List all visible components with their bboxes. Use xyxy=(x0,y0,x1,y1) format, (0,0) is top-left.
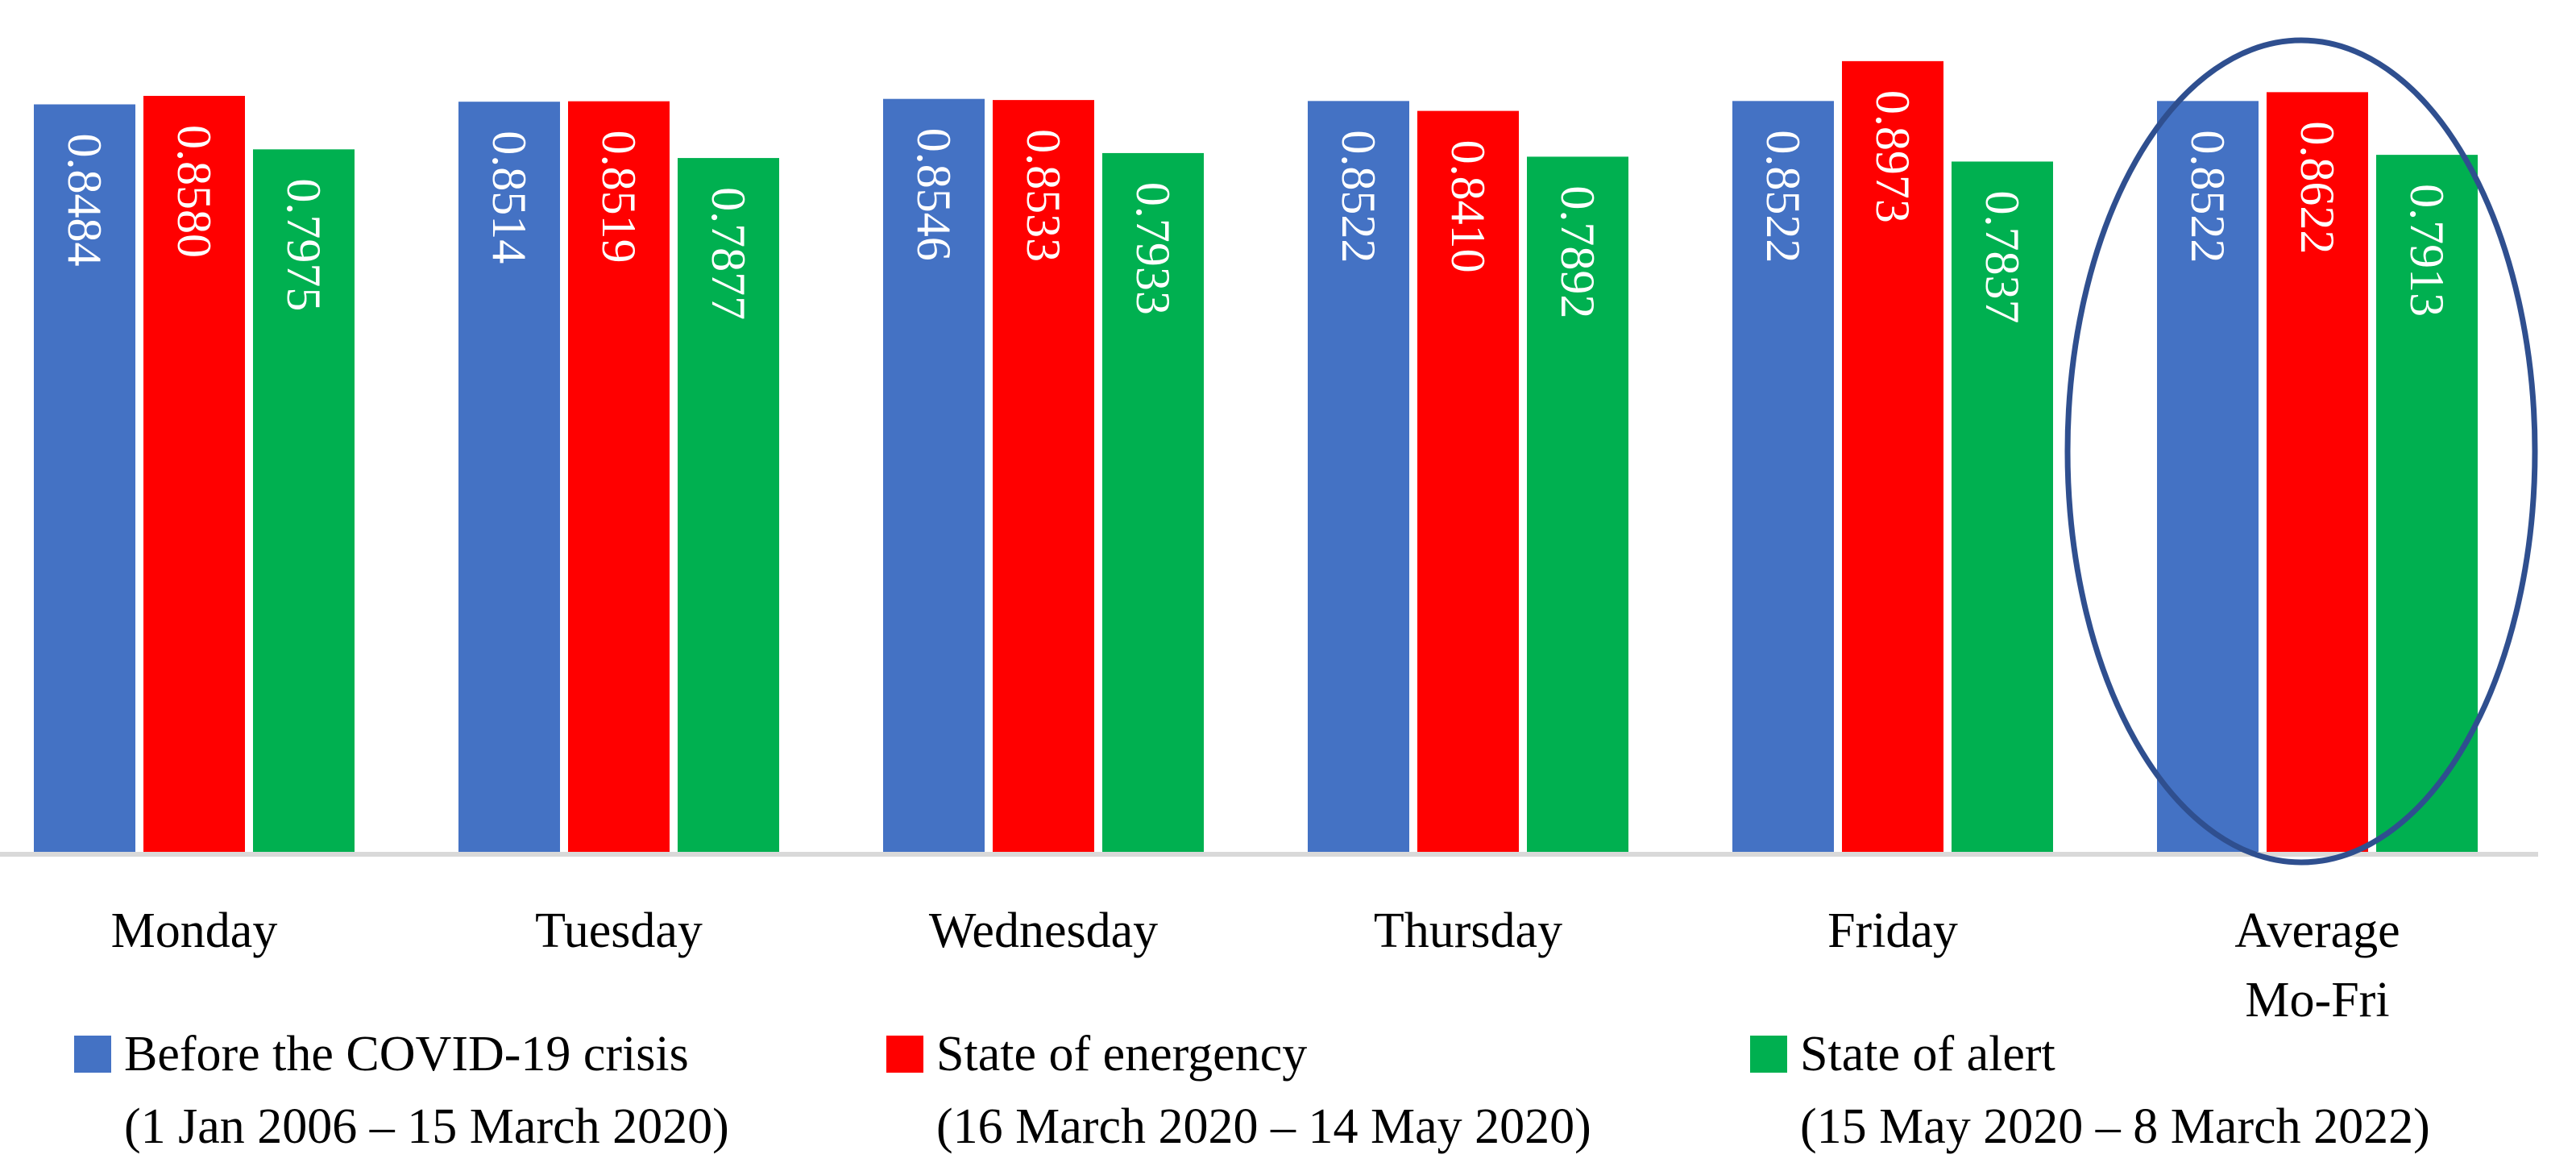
bar-2-3 xyxy=(993,100,1094,855)
bar-3-5 xyxy=(1952,161,2053,854)
bar-2-6 xyxy=(2267,92,2368,855)
bar-value-label: 0.8522 xyxy=(1332,130,1385,263)
bar-3-2 xyxy=(678,158,779,854)
category-label: Friday xyxy=(1827,903,1958,958)
bar-1-3 xyxy=(883,98,985,854)
category-label: Tuesday xyxy=(535,903,703,958)
bar-value-label: 0.8519 xyxy=(592,131,645,264)
bar-3-3 xyxy=(1102,152,1204,855)
legend: Before the COVID-19 crisis (1 Jan 2006 – … xyxy=(74,1027,2430,1154)
bar-value-label: 0.7892 xyxy=(1551,185,1604,318)
category-label: Thursday xyxy=(1374,903,1562,958)
highlight-ellipse xyxy=(2064,37,2538,866)
legend-period-3: (15 May 2020 – 8 March 2022) xyxy=(1800,1099,2430,1154)
bar-value-label: 0.8622 xyxy=(2291,121,2344,254)
bar-value-label: 0.8484 xyxy=(58,133,111,266)
category-label: Wednesday xyxy=(929,903,1158,958)
bar-value-label: 0.8514 xyxy=(483,131,536,264)
bar-3-6 xyxy=(2376,155,2478,855)
bar-2-5 xyxy=(1842,60,1943,855)
legend-period-1: (1 Jan 2006 – 15 March 2020) xyxy=(124,1099,729,1154)
bar-value-label: 0.8522 xyxy=(2181,130,2234,263)
category-labels-layer: Monday Tuesday Wednesday Thursday Friday Aver… xyxy=(111,903,2400,1028)
bar-value-label: 0.7837 xyxy=(1976,190,2029,323)
bar-value-label: 0.8546 xyxy=(907,128,960,261)
bar-value-label: 0.8522 xyxy=(1757,130,1810,263)
bar-2-1 xyxy=(143,95,245,854)
bar-2-4 xyxy=(1417,110,1519,854)
bar-value-label: 0.7975 xyxy=(277,178,330,311)
bar-value-label: 0.8580 xyxy=(168,125,221,258)
bar-1-1 xyxy=(34,104,135,855)
legend-label-1: Before the COVID-19 crisis xyxy=(124,1027,689,1082)
bar-value-label: 0.7877 xyxy=(702,187,755,320)
legend-swatch-2 xyxy=(886,1036,923,1073)
bar-value-label: 0.8410 xyxy=(1441,140,1495,273)
category-label: Mo-Fri xyxy=(2245,973,2389,1028)
bar-2-2 xyxy=(568,101,670,854)
bar-value-label: 0.8533 xyxy=(1017,129,1070,262)
category-label: Monday xyxy=(111,903,278,958)
bar-1-5 xyxy=(1732,101,1834,854)
legend-label-3: State of alert xyxy=(1800,1027,2055,1082)
bar-1-4 xyxy=(1308,101,1409,854)
bar-labels-layer: 0.8484 0.8580 0.7975 0.8514 0.8519 0.7877 0.85… xyxy=(58,90,2454,324)
bar-3-1 xyxy=(253,149,355,855)
bars-layer xyxy=(34,60,2478,855)
legend-swatch-1 xyxy=(74,1036,111,1073)
legend-label-2: State of energency xyxy=(936,1027,1307,1082)
legend-period-2: (16 March 2020 – 14 May 2020) xyxy=(936,1099,1591,1154)
bar-value-label: 0.7933 xyxy=(1126,182,1180,315)
bar-1-2 xyxy=(458,102,560,855)
bar-3-4 xyxy=(1527,156,1628,855)
category-label: Average xyxy=(2234,903,2400,958)
bar-value-label: 0.7913 xyxy=(2400,184,2454,317)
bar-1-6 xyxy=(2157,101,2259,854)
legend-swatch-3 xyxy=(1750,1036,1787,1073)
bar-value-label: 0.8973 xyxy=(1866,90,1919,223)
